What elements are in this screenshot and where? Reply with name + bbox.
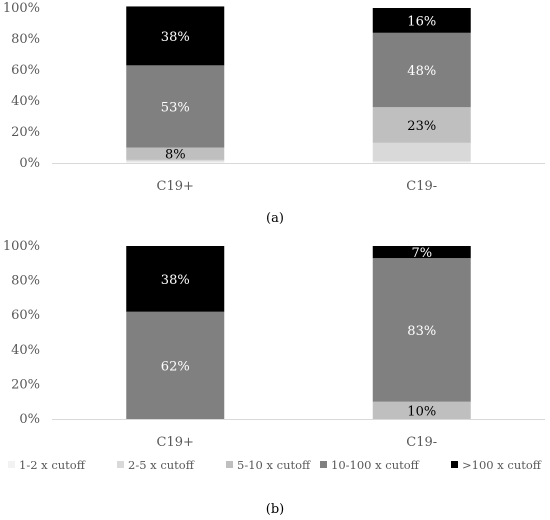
y-tick-label-a-4: 80% xyxy=(11,32,40,47)
data-label-b-1-2: 10% xyxy=(407,404,436,419)
bar-a-0-1 xyxy=(126,159,225,162)
data-label-b-0-4: 38% xyxy=(161,273,190,288)
y-tick-label-b-5: 100% xyxy=(3,239,40,254)
y-tick-label-b-4: 80% xyxy=(11,274,40,289)
panel-label-b: (b) xyxy=(266,502,284,517)
y-tick-label-a-3: 60% xyxy=(11,63,40,78)
bar-a-1-2 xyxy=(372,107,471,143)
data-label-b-0-3: 62% xyxy=(161,359,190,374)
legend-label-3: 10-100 x cutoff xyxy=(331,458,420,472)
legend-swatch-1 xyxy=(117,461,124,468)
data-label-a-1-2: 23% xyxy=(407,119,436,134)
bar-a-1-1 xyxy=(372,142,471,162)
panel-label-a: (a) xyxy=(266,211,284,226)
bar-b-0-3 xyxy=(126,311,225,419)
chart-b: 0% 20% 40% 60% 80% 100% 62% 38% C19+ 10% 83% 7% C19- xyxy=(3,239,545,450)
category-label-b-1: C19- xyxy=(406,435,437,450)
bar-a-0-2 xyxy=(126,147,225,160)
data-label-a-0-3: 53% xyxy=(161,100,190,115)
bar-a-1-0 xyxy=(372,161,471,163)
legend-swatch-4 xyxy=(451,461,458,468)
bar-a-0-3 xyxy=(126,65,225,148)
data-label-b-1-4: 7% xyxy=(411,246,432,261)
data-label-a-0-4: 38% xyxy=(161,30,190,45)
y-tick-label-a-1: 20% xyxy=(11,125,40,140)
y-tick-label-b-0: 0% xyxy=(19,412,40,427)
bar-a-1-4 xyxy=(372,8,471,33)
legend-label-1: 2-5 x cutoff xyxy=(128,458,195,472)
y-tick-label-b-3: 60% xyxy=(11,308,40,323)
y-tick-label-a-5: 100% xyxy=(3,1,40,16)
data-label-a-1-3: 48% xyxy=(407,64,436,79)
y-tick-label-b-1: 20% xyxy=(11,377,40,392)
data-label-a-0-2: 8% xyxy=(165,148,186,163)
category-label-b-0: C19+ xyxy=(157,435,194,450)
legend-swatch-2 xyxy=(226,461,233,468)
legend-label-2: 5-10 x cutoff xyxy=(237,458,311,472)
bar-b-1-3 xyxy=(372,258,471,402)
y-tick-label-a-2: 40% xyxy=(11,94,40,109)
data-label-b-1-3: 83% xyxy=(407,324,436,339)
bar-b-0-4 xyxy=(126,246,225,312)
chart-a: 0% 20% 40% 60% 80% 100% 8% 53% 38% C19+ 23% 48% 16% C… xyxy=(3,1,545,194)
bar-b-1-4 xyxy=(372,246,471,259)
bar-a-0-0 xyxy=(126,161,225,163)
category-label-a-0: C19+ xyxy=(157,179,194,194)
bar-a-0-4 xyxy=(126,6,225,66)
data-label-a-1-4: 16% xyxy=(407,14,436,29)
y-tick-label-a-0: 0% xyxy=(19,156,40,171)
y-tick-label-b-2: 40% xyxy=(11,343,40,358)
category-label-a-1: C19- xyxy=(406,179,437,194)
legend-label-4: >100 x cutoff xyxy=(462,458,542,472)
bar-a-1-3 xyxy=(372,32,471,108)
legend-label-0: 1-2 x cutoff xyxy=(19,458,86,472)
legend-swatch-3 xyxy=(320,461,327,468)
legend-swatch-0 xyxy=(8,461,15,468)
bar-b-1-2 xyxy=(372,401,471,419)
legend: 1-2 x cutoff 2-5 x cutoff 5-10 x cutoff 10-… xyxy=(8,458,542,472)
